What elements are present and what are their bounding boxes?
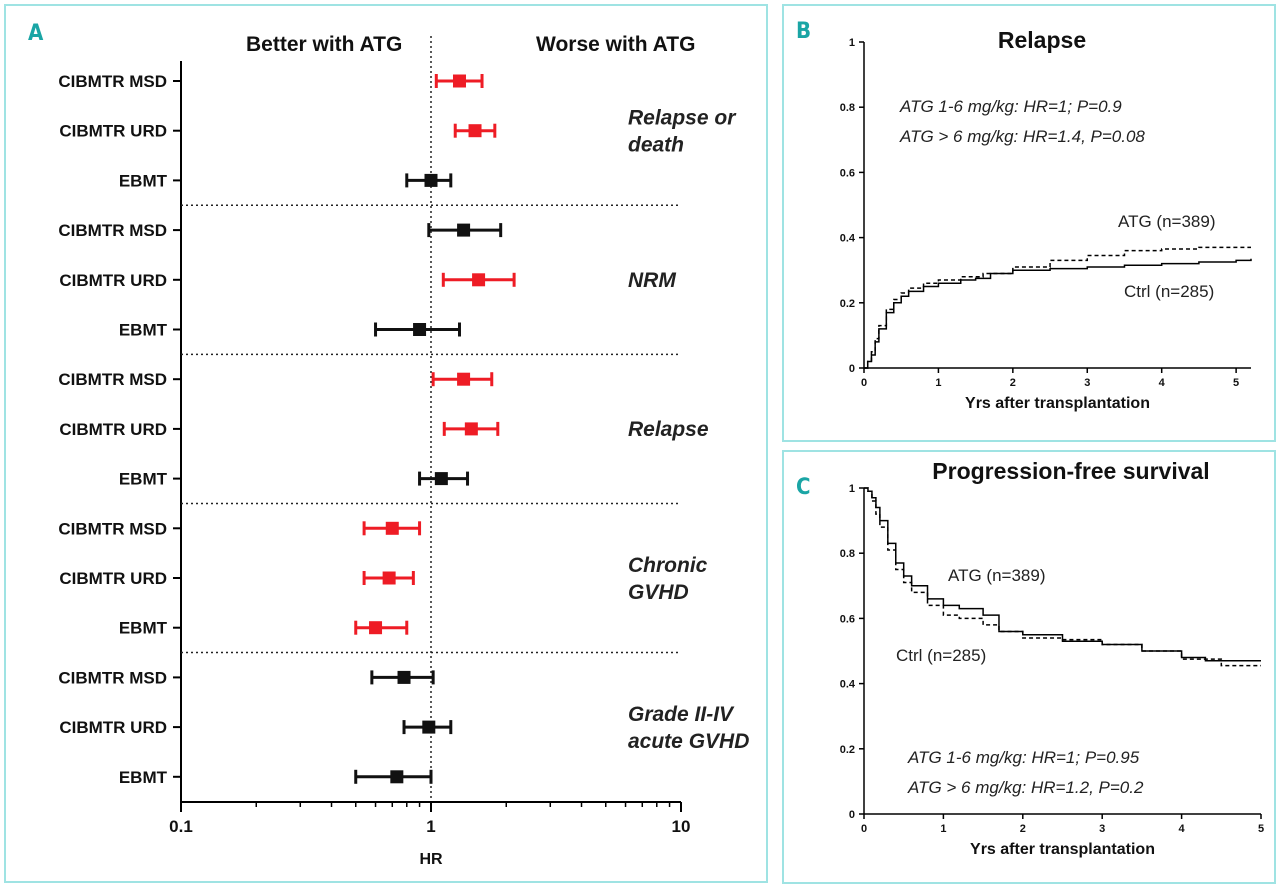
y-tick-label: 0.2 [840,298,855,310]
chart-title: Relapse [998,27,1086,53]
hr-point [464,422,478,436]
group-label: Relapse or [628,107,737,130]
panel-label-a: A [28,21,44,46]
annotation-text: ATG 1-6 mg/kg: HR=1; P=0.9 [899,97,1122,116]
hr-point [457,372,471,386]
pfs-panel: C Progression-free survival 0 0.2 0.4 0.6 0.8 1… [782,450,1276,884]
hr-point [472,273,486,287]
x-tick-label: 0 [861,377,867,389]
series-label: Ctrl (n=285) [896,646,986,665]
annotation-text: ATG > 6 mg/kg: HR=1.2, P=0.2 [907,778,1144,797]
group-label: Grade II-IV [628,703,735,726]
series-line-ctrl [864,487,1261,667]
x-tick-label: 5 [1258,823,1264,835]
y-tick-label: 0.8 [840,102,855,114]
hr-point [422,720,436,734]
series-line-atg [864,246,1251,369]
y-tick-label: 0 [849,363,855,375]
group-label: Chronic [628,554,708,577]
panel-label-c: C [796,475,811,500]
relapse-chart: B Relapse 0 0.2 0.4 0.6 0.8 1 0 1 2 3 4 5 Yrs after tr… [796,19,1252,412]
row-label: EBMT [119,768,168,787]
series-label: ATG (n=389) [948,566,1045,585]
hr-point [397,670,411,684]
row-label: EBMT [119,321,168,340]
row-label: CIBMTR MSD [58,668,167,687]
row-label: EBMT [119,171,168,190]
hr-point [390,770,404,784]
group-label: NRM [628,269,676,292]
x-tick-label: 4 [1179,823,1186,835]
x-tick-label: 1 [940,823,946,835]
hr-point [457,223,471,237]
y-tick-label: 1 [849,37,855,49]
hr-point [413,323,427,336]
x-tick-label: 5 [1233,377,1239,389]
x-tick-label: 4 [1159,377,1166,389]
row-label: CIBMTR URD [59,122,167,141]
y-tick-label: 0.2 [840,744,855,756]
row-label: CIBMTR URD [59,420,167,439]
annotation-text: ATG 1-6 mg/kg: HR=1; P=0.95 [907,748,1140,767]
series-line-ctrl [864,258,1252,369]
series-label: Ctrl (n=285) [1124,282,1214,301]
y-tick-label: 0 [849,809,855,821]
panel-label-b: B [796,19,811,44]
chart-title: Progression-free survival [932,458,1209,484]
row-label: CIBMTR MSD [58,72,167,91]
row-label: CIBMTR MSD [58,221,167,240]
x-tick-label: 1 [426,817,435,836]
header-worse: Worse with ATG [536,33,695,56]
y-tick-label: 0.6 [840,167,855,179]
hr-point [452,74,466,88]
group-label: GVHD [628,581,689,604]
hr-point [382,571,396,585]
x-tick-label: 0.1 [169,817,193,836]
x-tick-label: 1 [935,377,941,389]
row-label: EBMT [119,470,168,489]
series-label: ATG (n=389) [1118,212,1215,231]
y-tick-label: 0.4 [840,233,856,245]
y-tick-label: 0.6 [840,613,855,625]
forest-plot-panel: A Better with ATG Worse with ATG 0.1 1 10 HR CI… [4,4,768,883]
row-label: CIBMTR URD [59,569,167,588]
hr-point [424,173,438,187]
group-label: death [628,134,684,157]
series-line-atg [864,487,1261,662]
x-tick-label: 0 [861,823,867,835]
x-axis-title: Yrs after transplantation [965,395,1150,412]
x-tick-label: 2 [1010,377,1016,389]
group-label: Relapse [628,418,709,441]
row-label: EBMT [119,619,168,638]
forest-plot: A Better with ATG Worse with ATG 0.1 1 10 HR CI… [28,21,749,868]
row-label: CIBMTR MSD [58,519,167,538]
relapse-panel: B Relapse 0 0.2 0.4 0.6 0.8 1 0 1 2 3 4 5 Yrs after tr… [782,4,1276,442]
hr-point [434,472,448,486]
hr-point [468,124,482,138]
x-axis-title: Yrs after transplantation [970,841,1155,858]
hr-point [369,621,383,635]
x-tick-label: 3 [1099,823,1105,835]
x-tick-label: 2 [1020,823,1026,835]
row-label: CIBMTR URD [59,271,167,290]
y-tick-label: 1 [849,483,855,495]
pfs-chart: C Progression-free survival 0 0.2 0.4 0.6 0.8 1… [796,458,1264,858]
group-label: acute GVHD [628,730,749,753]
x-axis-title: HR [419,851,443,868]
x-tick-label: 10 [672,817,691,836]
y-tick-label: 0.4 [840,679,856,691]
header-better: Better with ATG [246,33,402,56]
y-tick-label: 0.8 [840,548,855,560]
row-label: CIBMTR MSD [58,370,167,389]
row-label: CIBMTR URD [59,718,167,737]
x-tick-label: 3 [1084,377,1090,389]
annotation-text: ATG > 6 mg/kg: HR=1.4, P=0.08 [899,127,1145,146]
hr-point [385,521,399,535]
